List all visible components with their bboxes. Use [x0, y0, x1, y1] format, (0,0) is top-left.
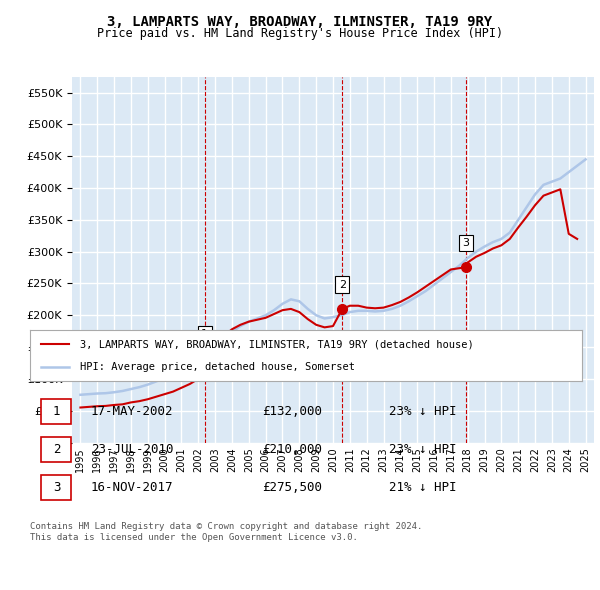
Text: 23% ↓ HPI: 23% ↓ HPI — [389, 405, 457, 418]
FancyBboxPatch shape — [41, 399, 71, 424]
Text: 3, LAMPARTS WAY, BROADWAY, ILMINSTER, TA19 9RY: 3, LAMPARTS WAY, BROADWAY, ILMINSTER, TA… — [107, 15, 493, 29]
Text: 3: 3 — [462, 238, 469, 248]
Text: 3: 3 — [53, 481, 60, 494]
Text: 17-MAY-2002: 17-MAY-2002 — [91, 405, 173, 418]
FancyBboxPatch shape — [41, 437, 71, 462]
Text: 21% ↓ HPI: 21% ↓ HPI — [389, 481, 457, 494]
Text: 23-JUL-2010: 23-JUL-2010 — [91, 443, 173, 456]
Text: HPI: Average price, detached house, Somerset: HPI: Average price, detached house, Some… — [80, 362, 355, 372]
Text: 1: 1 — [53, 405, 60, 418]
Text: 3, LAMPARTS WAY, BROADWAY, ILMINSTER, TA19 9RY (detached house): 3, LAMPARTS WAY, BROADWAY, ILMINSTER, TA… — [80, 339, 473, 349]
Text: £275,500: £275,500 — [262, 481, 322, 494]
Text: 1: 1 — [201, 329, 208, 339]
FancyBboxPatch shape — [41, 475, 71, 500]
Text: £210,000: £210,000 — [262, 443, 322, 456]
Text: 2: 2 — [53, 443, 60, 456]
Text: Contains HM Land Registry data © Crown copyright and database right 2024.
This d: Contains HM Land Registry data © Crown c… — [30, 522, 422, 542]
Text: 23% ↓ HPI: 23% ↓ HPI — [389, 443, 457, 456]
Text: 16-NOV-2017: 16-NOV-2017 — [91, 481, 173, 494]
Text: Price paid vs. HM Land Registry's House Price Index (HPI): Price paid vs. HM Land Registry's House … — [97, 27, 503, 40]
Text: £132,000: £132,000 — [262, 405, 322, 418]
Text: 2: 2 — [338, 280, 346, 290]
